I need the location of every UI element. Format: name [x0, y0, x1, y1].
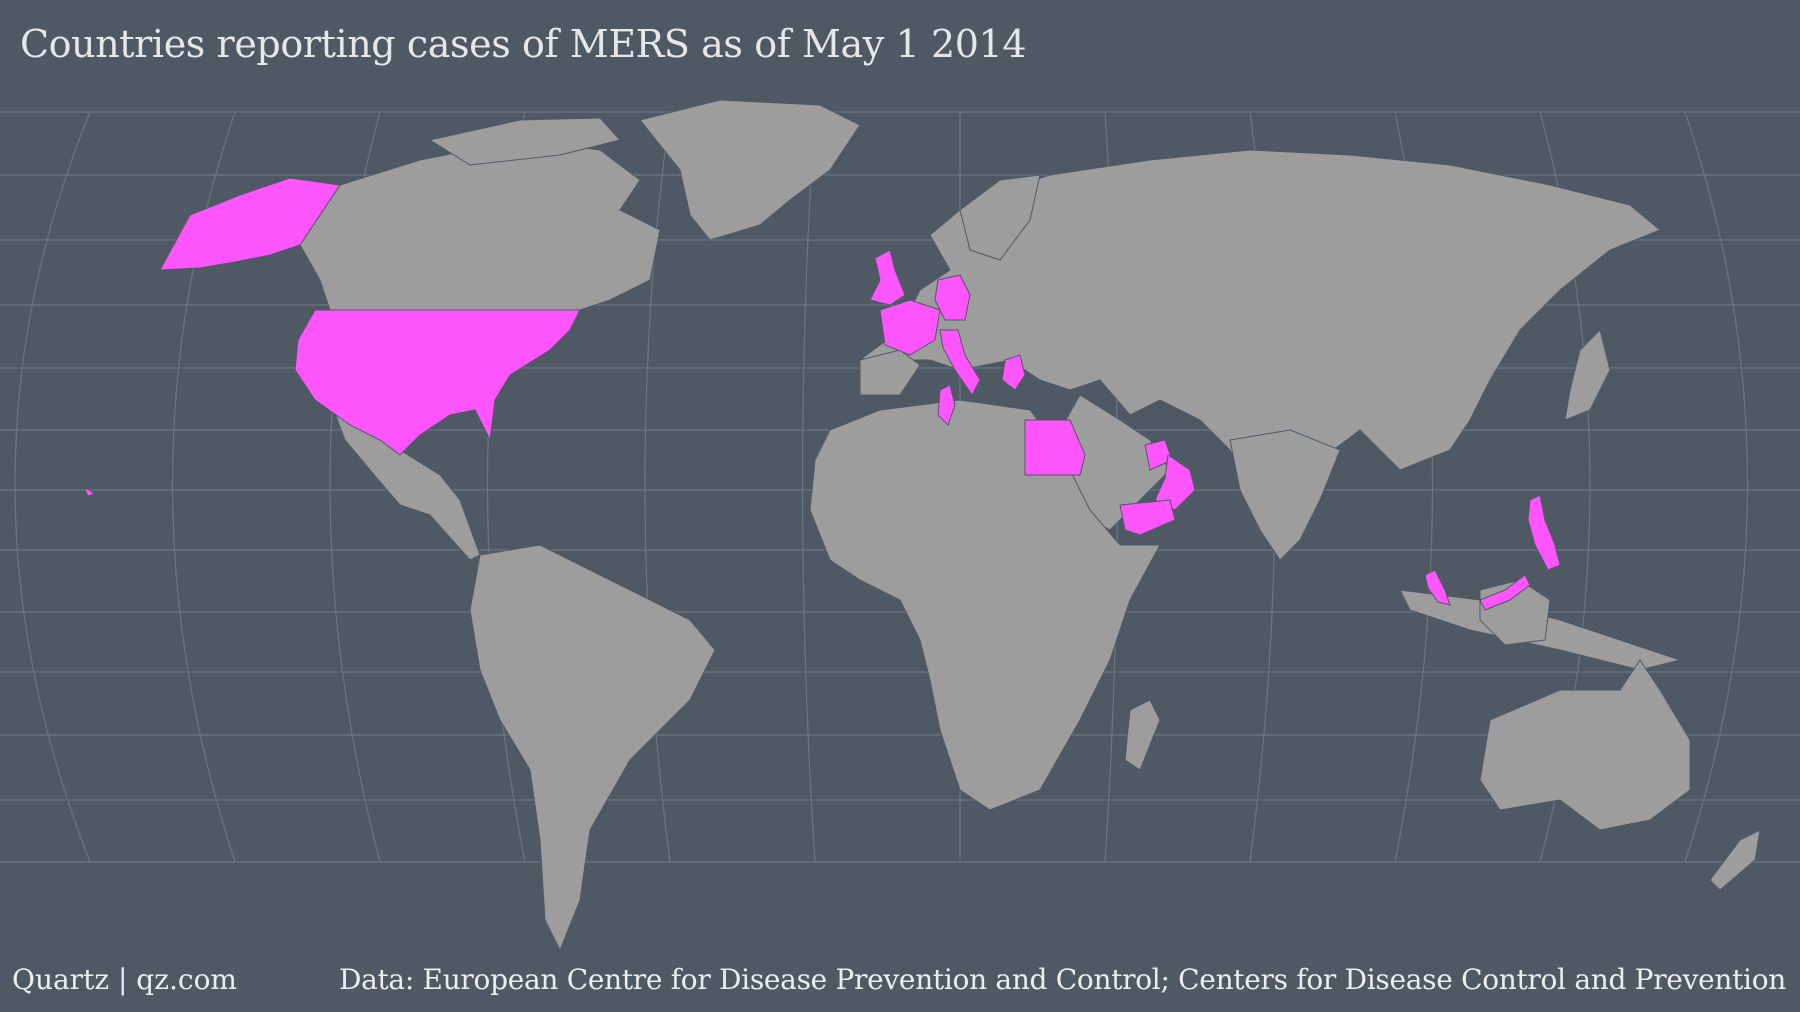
scandinavia-land — [959, 174, 1041, 261]
australia-land — [1479, 659, 1691, 831]
country-usa-alaska[interactable] — [159, 177, 341, 271]
arctic-islands-land — [428, 117, 621, 166]
graticule — [0, 111, 1800, 863]
new-zealand-land — [1709, 829, 1761, 891]
country-malaysia-peninsula[interactable] — [1424, 569, 1451, 606]
greenland-land — [639, 99, 861, 241]
country-yemen[interactable] — [1119, 499, 1176, 536]
country-usa-hawaii[interactable] — [83, 487, 95, 497]
land-masses — [299, 99, 1761, 952]
country-oman[interactable] — [1154, 454, 1196, 511]
credit-text: Quartz | qz.com — [12, 963, 237, 996]
country-united-kingdom[interactable] — [869, 249, 906, 306]
country-italy[interactable] — [939, 329, 981, 396]
country-usa[interactable] — [294, 309, 581, 456]
madagascar-land — [1124, 699, 1161, 771]
south-america-land — [469, 544, 716, 952]
north-america-land — [299, 139, 661, 311]
japan-land — [1564, 329, 1611, 421]
country-egypt[interactable] — [1024, 419, 1086, 476]
country-tunisia[interactable] — [937, 384, 956, 426]
country-malaysia-borneo[interactable] — [1479, 574, 1531, 611]
country-germany[interactable] — [934, 274, 971, 321]
source-text: Data: European Centre for Disease Preven… — [338, 963, 1786, 996]
india-land — [1229, 429, 1341, 561]
map-title: Countries reporting cases of MERS as of … — [20, 22, 1027, 66]
country-philippines[interactable] — [1527, 494, 1561, 571]
iberia-land — [859, 349, 921, 396]
country-france[interactable] — [879, 299, 941, 356]
country-greece[interactable] — [1001, 354, 1026, 391]
highlighted-countries — [83, 177, 1561, 611]
